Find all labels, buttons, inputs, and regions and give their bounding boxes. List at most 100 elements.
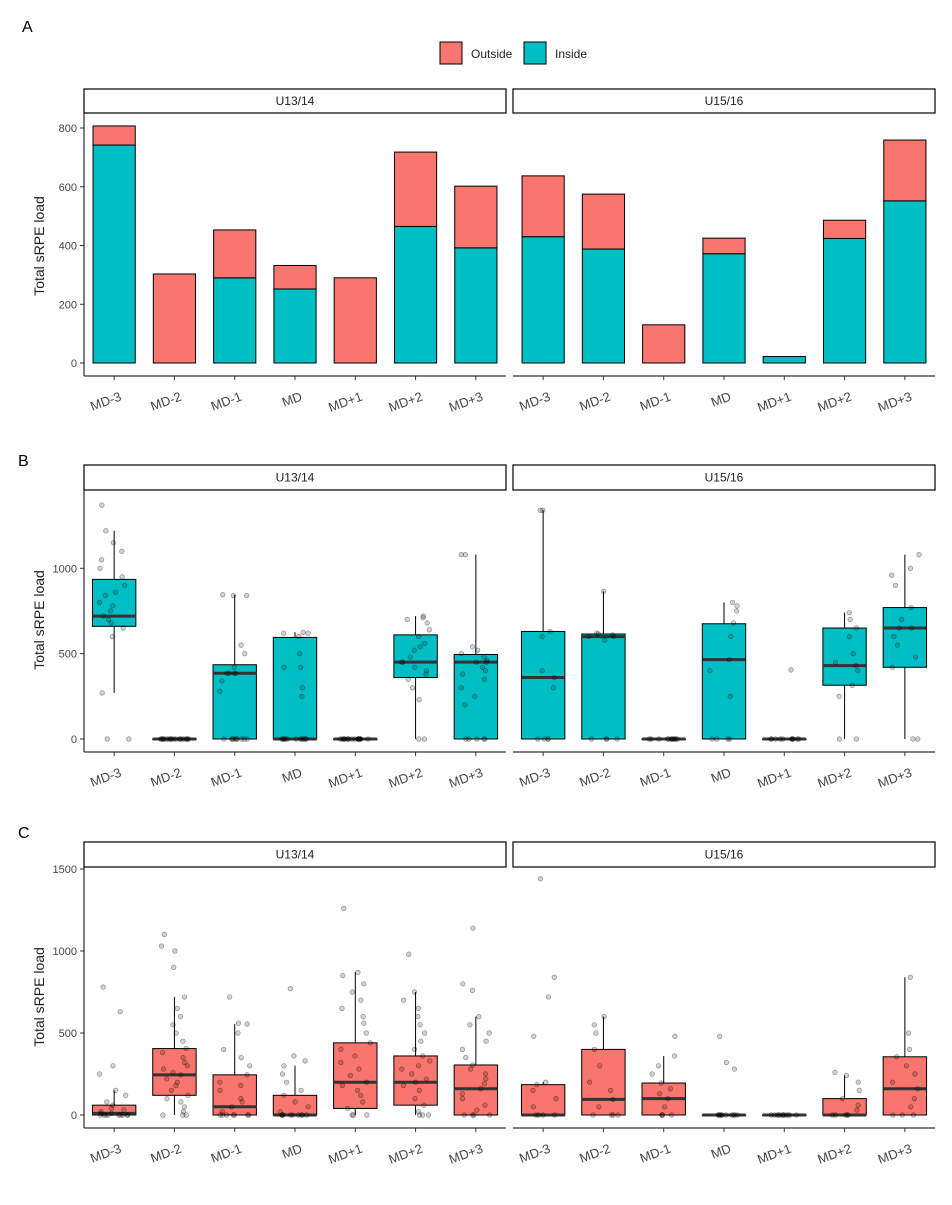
panel-b-facet-2-data-point bbox=[832, 659, 839, 665]
panel-b-facet-2-data-point bbox=[734, 608, 740, 614]
panel-c-facet-1-data-point bbox=[483, 1038, 489, 1044]
panel-c-facet-2-data-point bbox=[593, 1030, 599, 1036]
panel-b-facet-1-data-point bbox=[339, 736, 346, 742]
panel-b-facet-1-data-point bbox=[119, 548, 125, 554]
panel-a-facet-2-x-tick-label: MD-1 bbox=[638, 389, 673, 414]
panel-b-facet-1-x-tick-label: MD+2 bbox=[387, 765, 425, 791]
panel-c-facet-1-data-point bbox=[415, 1005, 421, 1012]
panel-c-facet-1-data-point bbox=[305, 1104, 311, 1110]
panel-c-facet-1-data-point bbox=[347, 1073, 353, 1079]
panel-b-facet-2-data-point bbox=[671, 736, 677, 742]
panel-b-facet-1-data-point bbox=[99, 502, 105, 508]
panel-c-facet-2-box bbox=[882, 1056, 928, 1116]
panel-b-facet-1-data-point bbox=[169, 736, 175, 742]
panel-b-facet-1-data-point bbox=[109, 633, 116, 640]
panel-c-facet-1-x-tick-label: MD bbox=[280, 1141, 304, 1162]
panel-b-facet-2-data-point bbox=[602, 637, 608, 643]
legend-label-inside: Inside bbox=[555, 47, 587, 61]
panel-c-facet-1-data-point bbox=[164, 1095, 170, 1102]
panel-b-facet-2-data-point bbox=[847, 616, 853, 623]
panel-b-facet-2-data-point bbox=[725, 736, 731, 742]
panel-c-facet-2-data-point bbox=[893, 1054, 900, 1060]
panel-c-label: C bbox=[18, 825, 30, 842]
panel-c-facet-1-data-point bbox=[108, 1105, 114, 1112]
panel-c-facet-2-data-point bbox=[839, 1095, 846, 1102]
panel-a-facet-1-bar-outside bbox=[92, 125, 136, 146]
panel-b-facet-1-data-point bbox=[462, 702, 468, 708]
panel-c-facet-1-data-point bbox=[177, 1013, 184, 1020]
panel-b-facet-1-data-point bbox=[355, 736, 361, 742]
panel-b-facet-2-strip-label: U15/16 bbox=[705, 471, 744, 485]
panel-c-facet-1-data-point bbox=[283, 1079, 290, 1085]
panel-c-facet-1-data-point bbox=[160, 1112, 166, 1118]
panel-c-facet-1-data-point bbox=[421, 1102, 427, 1108]
panel-b-facet-2-data-point bbox=[726, 657, 732, 663]
panel-c-facet-1-data-point bbox=[281, 1092, 287, 1098]
panel-b-facet-1-data-point bbox=[185, 736, 191, 742]
panel-c-facet-1-data-point bbox=[219, 1109, 225, 1115]
panel-c-facet-1-data-point bbox=[160, 1066, 167, 1072]
panel-b-facet-1-data-point bbox=[341, 736, 347, 742]
panel-c-facet-2-data-point bbox=[597, 1063, 603, 1069]
panel-a-facet-1-bar-outside bbox=[273, 264, 317, 290]
panel-b-facet-1-data-point bbox=[298, 736, 304, 742]
panel-b-facet-1-data-point bbox=[298, 664, 304, 670]
panel-b-facet-2-data-point bbox=[777, 736, 783, 742]
panel-b-facet-1-box bbox=[91, 578, 137, 627]
panel-a-facet-2-x-tick-label: MD+2 bbox=[816, 389, 854, 415]
panel-c-facet-1-data-point bbox=[298, 1087, 304, 1093]
panel-c-facet-2-data-point bbox=[854, 1107, 860, 1113]
panel-c-facet-1-box bbox=[393, 1055, 438, 1106]
panel-b-facet-1-data-point bbox=[358, 736, 364, 742]
panel-c-facet-1-data-point bbox=[170, 1069, 176, 1075]
legend-key-outside bbox=[439, 41, 463, 65]
panel-c-facet-2-data-point bbox=[534, 1082, 540, 1088]
panel-b-facet-2-data-point bbox=[836, 736, 843, 742]
panel-b-facet-1-data-point bbox=[423, 671, 429, 677]
panel-c-facet-2-x-tick-label: MD-2 bbox=[577, 1141, 612, 1166]
panel-b-facet-2-data-point bbox=[789, 736, 795, 742]
panel-c-facet-1-data-point bbox=[97, 1071, 103, 1077]
panel-c-facet-2-data-point bbox=[768, 1112, 775, 1118]
panel-c-y-axis-label: Total sRPE load bbox=[31, 947, 47, 1047]
panel-c-facet-2-data-point bbox=[780, 1112, 786, 1118]
panel-c-facet-1-data-point bbox=[361, 981, 367, 987]
panel-b-facet-2-data-point bbox=[915, 736, 921, 742]
panel-b-facet-1-data-point bbox=[96, 599, 103, 606]
panel-b-facet-1-data-point bbox=[423, 668, 430, 674]
panel-b-facet-1-data-point bbox=[416, 633, 422, 640]
panel-b-y-axis-label: Total sRPE load bbox=[31, 570, 47, 670]
panel-c-facet-1-data-point bbox=[412, 1095, 418, 1102]
panel-c-facet-2-data-point bbox=[911, 1095, 917, 1102]
panel-b-facet-1-data-point bbox=[300, 736, 307, 742]
panel-c-facet-1-data-point bbox=[459, 1091, 465, 1097]
panel-a-facet-2-bar-inside bbox=[762, 356, 806, 364]
panel-b-facet-2-x-tick-label: MD bbox=[709, 765, 733, 786]
panel-b-facet-2-data-point bbox=[855, 668, 861, 674]
panel-b-facet-1-data-point bbox=[244, 592, 250, 599]
panel-c-facet-1-data-point bbox=[412, 1079, 419, 1085]
panel-c-facet-1-data-point bbox=[217, 1079, 223, 1085]
panel-b-facet-2-data-point bbox=[541, 736, 547, 742]
panel-b-facet-1-data-point bbox=[100, 613, 107, 619]
panel-b-facet-2-data-point bbox=[656, 736, 662, 742]
panel-b-facet-2-data-point bbox=[601, 588, 607, 594]
panel-c-facet-1-data-point bbox=[470, 925, 476, 931]
panel-b-facet-1-data-point bbox=[344, 736, 350, 742]
panel-c-facet-2-data-point bbox=[717, 1112, 724, 1118]
panel-c-facet-1-data-point bbox=[338, 1046, 344, 1052]
panel-c-facet-2-data-point bbox=[723, 1059, 729, 1066]
panel-c-facet-1-data-point bbox=[238, 1054, 244, 1061]
panel-c-facet-1-data-point bbox=[104, 1099, 110, 1105]
panel-c-facet-2-data-point bbox=[530, 1104, 537, 1110]
panel-c-facet-2-x-tick-label: MD-3 bbox=[517, 1141, 552, 1166]
panel-c-facet-1-data-point bbox=[221, 1046, 227, 1052]
panel-a-facet-1-x-tick-label: MD+3 bbox=[447, 389, 485, 415]
panel-b-facet-1-data-point bbox=[217, 688, 223, 694]
panel-c-facet-2-data-point bbox=[530, 1087, 536, 1093]
panel-c-facet-1-data-point bbox=[239, 1099, 245, 1105]
panel-b-facet-1-data-point bbox=[112, 589, 119, 595]
panel-b-facet-1-x-tick-label: MD-1 bbox=[209, 765, 244, 790]
panel-c-facet-2-strip bbox=[512, 841, 936, 868]
panel-c-facet-1-data-point bbox=[238, 1082, 244, 1089]
